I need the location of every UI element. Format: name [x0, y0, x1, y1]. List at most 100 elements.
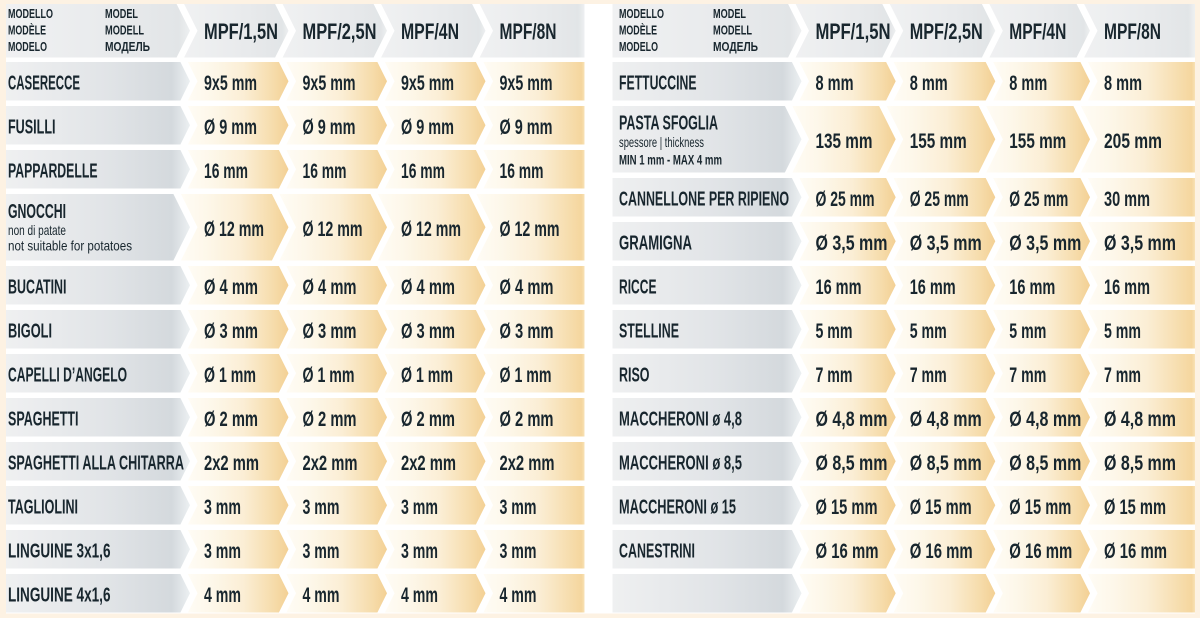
svg-text:Ø 3,5 mm: Ø 3,5 mm: [1009, 231, 1081, 255]
svg-text:Ø 4,8 mm: Ø 4,8 mm: [910, 407, 982, 431]
svg-text:Ø 4,8 mm: Ø 4,8 mm: [1104, 407, 1176, 431]
svg-text:MPF/8N: MPF/8N: [500, 19, 557, 44]
svg-text:135 mm: 135 mm: [816, 129, 873, 153]
svg-text:PAPPARDELLE: PAPPARDELLE: [8, 160, 98, 182]
svg-text:Ø 3 mm: Ø 3 mm: [303, 319, 357, 343]
svg-text:not suitable for potatoes: not suitable for potatoes: [8, 238, 132, 254]
svg-text:STELLINE: STELLINE: [619, 320, 679, 342]
svg-text:8 mm: 8 mm: [816, 71, 854, 95]
svg-text:FETTUCCINE: FETTUCCINE: [619, 72, 697, 94]
svg-text:4 mm: 4 mm: [204, 583, 241, 607]
svg-text:Ø 16 mm: Ø 16 mm: [816, 539, 879, 563]
svg-text:MODELLO: MODELLO: [619, 6, 664, 21]
svg-text:205 mm: 205 mm: [1104, 129, 1162, 153]
svg-text:МОДЕЛЬ: МОДЕЛЬ: [713, 39, 758, 54]
svg-text:MPF/1,5N: MPF/1,5N: [816, 19, 891, 44]
svg-text:3 mm: 3 mm: [303, 495, 340, 519]
svg-text:MACCHERONI ø 4,8: MACCHERONI ø 4,8: [619, 408, 742, 430]
svg-text:2x2 mm: 2x2 mm: [401, 451, 456, 475]
svg-text:30 mm: 30 mm: [1104, 187, 1150, 211]
svg-text:Ø 16 mm: Ø 16 mm: [1009, 539, 1072, 563]
svg-text:LINGUINE 4x1,6: LINGUINE 4x1,6: [8, 584, 111, 606]
svg-text:MODEL: MODEL: [105, 6, 138, 21]
svg-text:Ø 15 mm: Ø 15 mm: [910, 495, 972, 519]
svg-text:16 mm: 16 mm: [204, 159, 248, 183]
svg-text:Ø 9 mm: Ø 9 mm: [204, 115, 257, 139]
svg-text:MODELL: MODELL: [105, 23, 144, 38]
svg-text:Ø 2 mm: Ø 2 mm: [401, 407, 455, 431]
svg-text:Ø 15 mm: Ø 15 mm: [1009, 495, 1071, 519]
svg-text:3 mm: 3 mm: [500, 495, 537, 519]
svg-text:MODELL: MODELL: [713, 23, 752, 38]
svg-text:2x2 mm: 2x2 mm: [204, 451, 259, 475]
svg-text:MACCHERONI ø 8,5: MACCHERONI ø 8,5: [619, 452, 742, 474]
svg-text:7 mm: 7 mm: [816, 363, 853, 387]
svg-text:Ø 8,5 mm: Ø 8,5 mm: [910, 451, 982, 475]
svg-text:Ø 9 mm: Ø 9 mm: [401, 115, 454, 139]
svg-text:Ø 15 mm: Ø 15 mm: [1104, 495, 1166, 519]
svg-text:16 mm: 16 mm: [303, 159, 347, 183]
svg-text:3 mm: 3 mm: [500, 539, 537, 563]
svg-text:Ø 4,8 mm: Ø 4,8 mm: [1009, 407, 1081, 431]
svg-text:9x5 mm: 9x5 mm: [204, 71, 257, 95]
svg-text:3 mm: 3 mm: [204, 539, 241, 563]
svg-text:PASTA SFOGLIA: PASTA SFOGLIA: [619, 113, 718, 135]
svg-text:MODÈLE: MODÈLE: [8, 23, 46, 38]
svg-text:Ø 2 mm: Ø 2 mm: [500, 407, 554, 431]
svg-text:MACCHERONI ø 15: MACCHERONI ø 15: [619, 496, 736, 518]
svg-text:7 mm: 7 mm: [1104, 363, 1141, 387]
svg-text:CASERECCE: CASERECCE: [8, 72, 80, 94]
svg-text:SPAGHETTI: SPAGHETTI: [8, 408, 79, 430]
svg-text:Ø 1 mm: Ø 1 mm: [401, 363, 453, 387]
svg-text:Ø 3 mm: Ø 3 mm: [401, 319, 455, 343]
svg-text:CANESTRINI: CANESTRINI: [619, 540, 695, 562]
svg-text:3 mm: 3 mm: [401, 495, 438, 519]
svg-text:Ø 3,5 mm: Ø 3,5 mm: [910, 231, 982, 255]
svg-text:RICCE: RICCE: [619, 276, 657, 298]
svg-text:16 mm: 16 mm: [816, 275, 862, 299]
svg-text:CANNELLONE PER RIPIENO: CANNELLONE PER RIPIENO: [619, 188, 789, 210]
svg-text:MPF/2,5N: MPF/2,5N: [910, 19, 983, 44]
svg-text:16 mm: 16 mm: [910, 275, 956, 299]
svg-text:3 mm: 3 mm: [204, 495, 241, 519]
svg-text:Ø 4 mm: Ø 4 mm: [500, 275, 554, 299]
svg-text:MODELO: MODELO: [8, 39, 47, 54]
svg-text:Ø 16 mm: Ø 16 mm: [1104, 539, 1167, 563]
svg-text:BIGOLI: BIGOLI: [8, 320, 52, 342]
svg-text:MODÈLE: MODÈLE: [619, 23, 657, 38]
svg-text:GRAMIGNA: GRAMIGNA: [619, 232, 692, 254]
svg-text:Ø 1 mm: Ø 1 mm: [500, 363, 552, 387]
svg-text:MPF/4N: MPF/4N: [401, 19, 459, 44]
svg-text:Ø 12 mm: Ø 12 mm: [303, 217, 363, 241]
svg-text:spessore | thickness: spessore | thickness: [619, 134, 704, 150]
svg-text:GNOCCHI: GNOCCHI: [8, 201, 66, 223]
svg-text:BUCATINI: BUCATINI: [8, 276, 67, 298]
svg-text:Ø 25 mm: Ø 25 mm: [910, 187, 969, 211]
svg-text:4 mm: 4 mm: [303, 583, 340, 607]
svg-text:155 mm: 155 mm: [910, 129, 967, 153]
svg-text:Ø 12 mm: Ø 12 mm: [401, 217, 461, 241]
svg-text:TAGLIOLINI: TAGLIOLINI: [8, 496, 78, 518]
svg-text:16 mm: 16 mm: [401, 159, 445, 183]
svg-text:9x5 mm: 9x5 mm: [303, 71, 356, 95]
svg-text:Ø 3,5 mm: Ø 3,5 mm: [816, 231, 888, 255]
svg-text:5 mm: 5 mm: [910, 319, 947, 343]
svg-text:16 mm: 16 mm: [1009, 275, 1055, 299]
svg-text:Ø 2 mm: Ø 2 mm: [303, 407, 357, 431]
svg-text:7 mm: 7 mm: [1009, 363, 1046, 387]
svg-text:Ø 25 mm: Ø 25 mm: [1009, 187, 1068, 211]
svg-text:SPAGHETTI ALLA CHITARRA: SPAGHETTI ALLA CHITARRA: [8, 452, 184, 474]
svg-text:CAPELLI D’ANGELO: CAPELLI D’ANGELO: [8, 364, 127, 386]
svg-text:8 mm: 8 mm: [910, 71, 948, 95]
svg-text:MPF/8N: MPF/8N: [1104, 19, 1161, 44]
svg-text:Ø 16 mm: Ø 16 mm: [910, 539, 973, 563]
svg-text:Ø 9 mm: Ø 9 mm: [303, 115, 356, 139]
svg-text:Ø 9 mm: Ø 9 mm: [500, 115, 553, 139]
svg-text:Ø 2 mm: Ø 2 mm: [204, 407, 258, 431]
svg-text:2x2 mm: 2x2 mm: [303, 451, 358, 475]
svg-text:2x2 mm: 2x2 mm: [500, 451, 555, 475]
svg-text:5 mm: 5 mm: [1009, 319, 1046, 343]
svg-text:Ø 3 mm: Ø 3 mm: [500, 319, 554, 343]
svg-text:non di patate: non di patate: [8, 222, 66, 238]
svg-text:МОДЕЛЬ: МОДЕЛЬ: [105, 39, 150, 54]
